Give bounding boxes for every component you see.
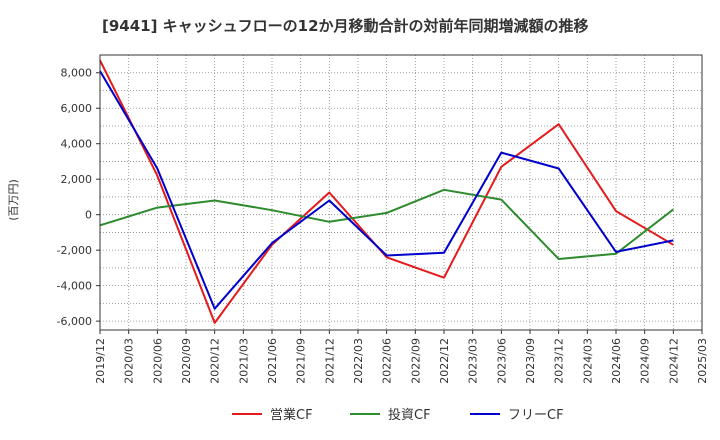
- x-tick-labels: 2019/12 2020/03 2020/06 2020/09 2020/12 2021/…: [94, 330, 709, 384]
- x-tick-label: 2024/06: [610, 338, 623, 384]
- x-tick-label: 2020/12: [209, 338, 222, 384]
- y-tick-labels: -6,000 -4,000 -2,000 0 2,000 4,000 6,000 8,000: [57, 67, 100, 328]
- series-line-1: [99, 59, 674, 324]
- y-tick-label: -6,000: [57, 315, 92, 328]
- x-tick-label: 2024/09: [639, 338, 652, 384]
- x-tick-label: 2024/12: [667, 338, 680, 384]
- x-tick-label: 2021/03: [237, 338, 250, 384]
- series-line-2: [99, 188, 674, 260]
- x-tick-label: 2022/03: [352, 338, 365, 384]
- x-tick-label: 2023/03: [467, 338, 480, 384]
- legend-label-1: 営業CF: [270, 407, 313, 423]
- legend: 営業CF 投資CF フリーCF: [232, 407, 564, 423]
- x-tick-label: 2021/12: [323, 338, 336, 384]
- series-line-3: [99, 70, 674, 310]
- series-lines: [99, 59, 674, 324]
- x-tick-label: 2019/12: [94, 338, 107, 384]
- x-tick-label: 2022/09: [409, 338, 422, 384]
- x-tick-label: 2022/12: [438, 338, 451, 384]
- x-tick-label: 2023/06: [495, 338, 508, 384]
- x-tick-label: 2020/03: [123, 338, 136, 384]
- y-tick-label: 8,000: [61, 67, 93, 80]
- x-tick-label: 2021/09: [295, 338, 308, 384]
- legend-label-3: フリーCF: [508, 408, 564, 423]
- y-tick-label: 6,000: [61, 102, 93, 115]
- y-tick-label: -2,000: [57, 244, 92, 257]
- x-tick-label: 2024/03: [581, 338, 594, 384]
- x-tick-label: 2020/06: [151, 338, 164, 384]
- x-tick-label: 2020/09: [180, 338, 193, 384]
- y-axis-label: (百万円): [7, 179, 20, 221]
- y-tick-label: 4,000: [61, 138, 93, 151]
- x-tick-label: 2023/09: [524, 338, 537, 384]
- y-tick-label: 2,000: [61, 173, 93, 186]
- gridlines: [99, 55, 703, 330]
- x-tick-label: 2023/12: [553, 338, 566, 384]
- plot-area-frame: [99, 54, 703, 331]
- legend-label-2: 投資CF: [388, 407, 431, 423]
- x-tick-label: 2025/03: [696, 338, 709, 384]
- chart-title: [9441] キャッシュフローの12か月移動合計の対前年同期増減額の推移: [102, 17, 589, 35]
- y-tick-label: -4,000: [57, 280, 92, 293]
- x-tick-label: 2021/06: [266, 338, 279, 384]
- y-tick-label: 0: [85, 209, 92, 222]
- x-tick-label: 2022/06: [381, 338, 394, 384]
